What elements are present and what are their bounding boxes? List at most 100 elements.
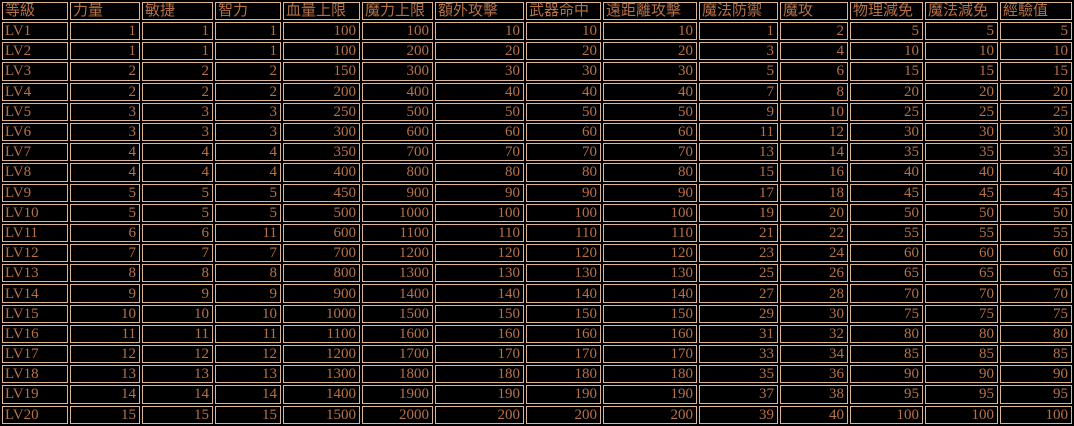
stat-cell: 60 (435, 122, 524, 142)
column-header: 魔法減免 (925, 2, 998, 20)
stat-cell: 50 (603, 102, 697, 121)
table-body: LV1 1 1 1 100 100 10 10 10 1 2 5 5 5 LV2 1 1 1 100 200 20 20 2… (2, 22, 1072, 424)
stat-cell: 180 (435, 365, 524, 384)
table-row: LV17 12 12 12 1200 1700 170 170 170 33 34 85 85 85 (2, 345, 1072, 364)
stat-cell: 3 (142, 122, 213, 142)
stat-cell: 100 (850, 405, 923, 424)
stat-cell: 9 (215, 284, 281, 303)
header-row: 等級 力量 敏捷 智力 血量上限 魔力上限 額外攻擊 武器命中 遠距離攻擊 魔法防禦 魔攻 物理減免魔… (2, 2, 1072, 20)
stat-cell: 160 (526, 324, 601, 343)
stat-cell: 10 (603, 22, 697, 41)
table-row: LV2 1 1 1 100 200 20 20 20 3 4 10 10 10 (2, 42, 1072, 61)
stat-cell: 40 (925, 163, 998, 182)
table-row: LV6 3 3 3 300 600 60 60 60 11 12 30 30 30 (2, 122, 1072, 142)
table-row: LV5 3 3 3 250 500 50 50 50 9 10 25 25 25 (2, 102, 1072, 121)
stat-cell: 2 (215, 82, 281, 101)
stat-cell: 15 (925, 62, 998, 81)
stat-cell: 3 (70, 102, 140, 121)
stat-cell: 1800 (362, 365, 433, 384)
column-header: 遠距離攻擊 (603, 2, 697, 20)
stat-cell: 11 (70, 324, 140, 343)
column-header: 魔攻 (780, 2, 848, 20)
stat-cell: 5 (850, 22, 923, 41)
stat-cell: 15 (142, 405, 213, 424)
stat-cell: 90 (435, 183, 524, 202)
stat-cell: 190 (603, 385, 697, 404)
stat-cell: 130 (435, 264, 524, 283)
stat-cell: 65 (925, 264, 998, 283)
stat-cell: 20 (850, 82, 923, 101)
stat-cell: 20 (1000, 82, 1072, 101)
stat-cell: 30 (1000, 122, 1072, 142)
stat-cell: 1 (215, 42, 281, 61)
stat-cell: 45 (925, 183, 998, 202)
stat-cell: 13 (699, 143, 778, 162)
stat-cell: 80 (435, 163, 524, 182)
stat-cell: 1700 (362, 345, 433, 364)
stat-cell: 35 (699, 365, 778, 384)
stat-cell: 6 (142, 223, 213, 243)
stat-cell: 5 (215, 183, 281, 202)
stat-cell: 14 (70, 385, 140, 404)
stat-cell: 100 (925, 405, 998, 424)
stat-cell: 35 (850, 143, 923, 162)
stat-cell: 5 (70, 183, 140, 202)
stat-cell: 1000 (362, 203, 433, 222)
stat-cell: 40 (780, 405, 848, 424)
level-cell: LV16 (2, 324, 68, 343)
stat-cell: 2 (70, 62, 140, 81)
stat-cell: 18 (780, 183, 848, 202)
stat-cell: 190 (435, 385, 524, 404)
stat-cell: 1000 (283, 304, 360, 323)
stat-cell: 10 (1000, 42, 1072, 61)
stat-cell: 80 (603, 163, 697, 182)
stat-cell: 1200 (362, 244, 433, 263)
stat-cell: 9 (70, 284, 140, 303)
level-cell: LV7 (2, 143, 68, 162)
stat-cell: 11 (699, 122, 778, 142)
stat-cell: 38 (780, 385, 848, 404)
table-row: LV20 15 15 15 1500 2000 200 200 200 39 40 100 100 100 (2, 405, 1072, 424)
stat-cell: 17 (699, 183, 778, 202)
stat-cell: 15 (1000, 62, 1072, 81)
column-header: 魔力上限 (362, 2, 433, 20)
stat-cell: 10 (850, 42, 923, 61)
stat-cell: 170 (526, 345, 601, 364)
stat-cell: 10 (526, 22, 601, 41)
stat-cell: 200 (283, 82, 360, 101)
stat-cell: 4 (142, 143, 213, 162)
stat-cell: 250 (283, 102, 360, 121)
stat-cell: 100 (526, 203, 601, 222)
stat-cell: 15 (215, 405, 281, 424)
stat-cell: 2 (780, 22, 848, 41)
stat-cell: 20 (526, 42, 601, 61)
stat-cell: 40 (850, 163, 923, 182)
stat-cell: 800 (362, 163, 433, 182)
stat-cell: 4 (215, 163, 281, 182)
stat-cell: 600 (283, 223, 360, 243)
stat-cell: 2 (142, 82, 213, 101)
stat-cell: 2 (215, 62, 281, 81)
stat-cell: 7 (70, 244, 140, 263)
table-row: LV1 1 1 1 100 100 10 10 10 1 2 5 5 5 (2, 22, 1072, 41)
stat-cell: 31 (699, 324, 778, 343)
stat-cell: 60 (925, 244, 998, 263)
column-header: 敏捷 (142, 2, 213, 20)
level-cell: LV19 (2, 385, 68, 404)
stat-cell: 14 (142, 385, 213, 404)
stat-cell: 100 (362, 22, 433, 41)
table-row: LV18 13 13 13 1300 1800 180 180 180 35 36 90 90 90 (2, 365, 1072, 384)
stat-cell: 5 (699, 62, 778, 81)
stat-cell: 75 (1000, 304, 1072, 323)
level-cell: LV13 (2, 264, 68, 283)
stat-cell: 13 (215, 365, 281, 384)
stat-cell: 100 (1000, 405, 1072, 424)
stat-cell: 40 (526, 82, 601, 101)
stat-cell: 75 (925, 304, 998, 323)
stat-cell: 11 (215, 324, 281, 343)
stat-cell: 1100 (283, 324, 360, 343)
stat-cell: 70 (435, 143, 524, 162)
stat-cell: 80 (526, 163, 601, 182)
stat-cell: 100 (283, 22, 360, 41)
stat-cell: 190 (526, 385, 601, 404)
